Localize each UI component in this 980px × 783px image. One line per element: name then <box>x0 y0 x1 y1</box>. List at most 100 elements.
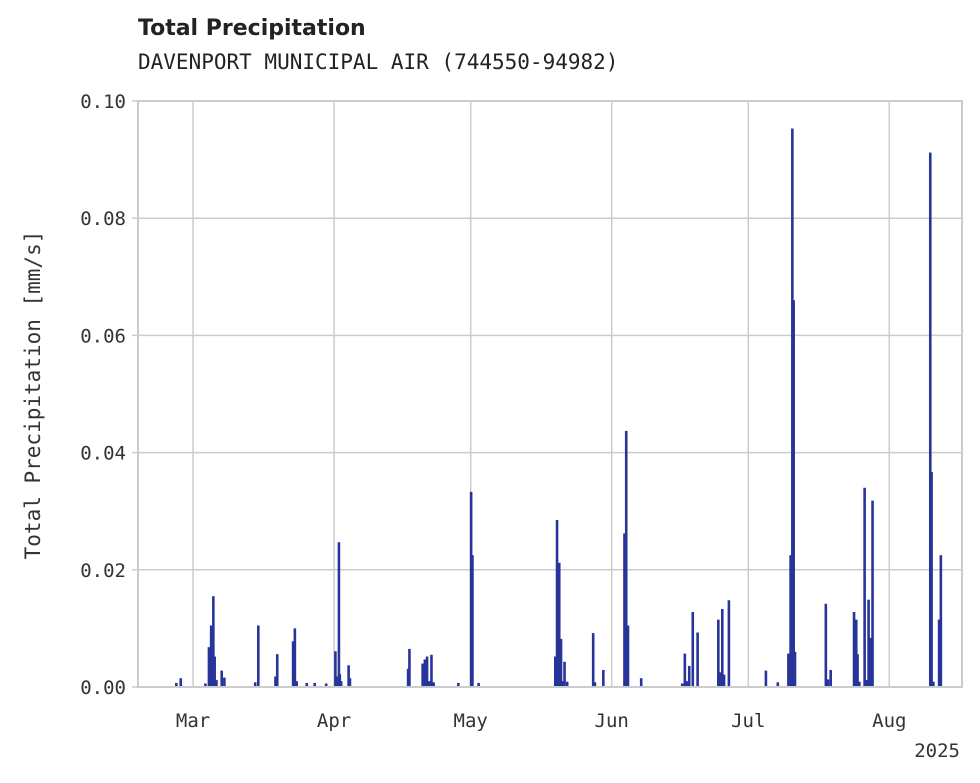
precip-bar <box>209 625 213 687</box>
precip-bar <box>867 599 870 687</box>
precip-bar <box>430 654 433 687</box>
precip-bar <box>717 619 720 687</box>
precip-bar <box>683 653 687 687</box>
precip-bar <box>718 672 722 687</box>
precip-bar <box>427 681 431 687</box>
precip-bar <box>204 683 207 687</box>
precip-bar <box>337 542 341 687</box>
x-tick-label: Apr <box>317 710 351 732</box>
precip-bar <box>347 665 350 687</box>
precip-bar <box>687 665 691 687</box>
x-tick-label: Jun <box>595 710 629 732</box>
precip-bar <box>928 152 932 687</box>
precip-bar <box>274 676 277 687</box>
precip-bar <box>553 656 557 687</box>
precip-bar <box>338 674 342 687</box>
year-label: 2025 <box>914 740 960 762</box>
y-tick-label: 0.10 <box>80 91 126 113</box>
precip-bar <box>858 681 861 687</box>
precip-bar <box>937 619 941 687</box>
precip-bar <box>305 682 309 687</box>
precip-bar <box>477 682 480 687</box>
plot-frame <box>137 100 963 688</box>
y-tick-label: 0.02 <box>80 560 126 582</box>
precip-bar <box>776 682 780 687</box>
precip-bar <box>469 491 473 687</box>
precip-bar <box>863 487 866 687</box>
precip-bar <box>871 500 874 687</box>
precip-bar <box>939 555 943 687</box>
precip-bar <box>602 670 605 687</box>
precip-bar <box>824 603 828 687</box>
precip-bar <box>313 682 316 687</box>
x-tick-label: May <box>454 710 488 732</box>
precip-bar <box>179 678 183 687</box>
precip-bar <box>207 647 211 687</box>
precip-bar <box>253 682 257 687</box>
precip-bar <box>557 562 561 687</box>
precip-bar <box>425 656 429 687</box>
precip-bar <box>792 300 795 687</box>
chart-title: Total Precipitation <box>138 16 366 41</box>
y-tick-label: 0.00 <box>80 677 126 699</box>
precip-bar <box>295 681 298 687</box>
precip-bar <box>854 619 858 687</box>
precip-bar <box>720 609 724 687</box>
precip-bar <box>865 679 868 687</box>
precip-bar <box>930 471 933 687</box>
precip-bar <box>639 678 643 687</box>
precip-bar <box>432 682 435 687</box>
precip-bar <box>691 611 695 687</box>
precip-bar <box>685 681 689 687</box>
precip-bar <box>408 648 411 687</box>
precip-bar <box>223 677 226 687</box>
precip-bar <box>764 670 768 687</box>
x-tick-label: Mar <box>176 710 210 732</box>
precip-bar <box>293 628 297 687</box>
precip-bar <box>291 641 295 687</box>
precip-bar <box>565 681 569 687</box>
axis-labels: 0.00 0.02 0.04 0.06 0.08 0.10 Mar Apr May Jun Jul A… <box>80 91 906 732</box>
precip-bar <box>852 611 856 687</box>
precip-bar <box>591 633 595 687</box>
y-axis-label: Total Precipitation [mm/s] <box>21 231 45 560</box>
y-tick-label: 0.06 <box>80 325 126 347</box>
bar-series <box>175 128 943 688</box>
precip-bar <box>334 651 337 687</box>
precip-bar <box>335 676 339 687</box>
precip-bar <box>829 670 832 687</box>
precip-bar <box>826 679 830 687</box>
precip-bar <box>421 663 424 687</box>
precip-bar <box>215 679 218 687</box>
x-tick-label: Aug <box>872 710 906 732</box>
precip-bar <box>220 670 224 687</box>
precip-bar <box>696 632 699 687</box>
precip-bar <box>256 625 260 687</box>
precip-bar <box>680 683 684 687</box>
grid <box>132 100 962 688</box>
precip-bar <box>348 678 352 687</box>
precip-bar <box>623 533 626 687</box>
precip-bar <box>324 683 328 687</box>
precip-bar <box>212 596 215 687</box>
chart-subtitle: DAVENPORT MUNICIPAL AIR (744550-94982) <box>138 50 619 74</box>
precip-bar <box>624 430 628 687</box>
precip-bar <box>722 674 726 687</box>
precip-bar <box>275 654 279 687</box>
precip-bar <box>175 682 178 687</box>
precip-bar <box>727 600 731 687</box>
precip-bar <box>932 681 935 687</box>
precip-bar <box>793 651 797 687</box>
precip-bar <box>555 519 559 687</box>
precip-bar <box>559 638 563 687</box>
precip-bar <box>213 656 216 687</box>
precip-bar <box>563 661 566 687</box>
precip-bar <box>869 637 872 687</box>
precip-bar <box>856 654 859 687</box>
precip-bar <box>791 128 794 688</box>
precip-bar <box>471 555 474 687</box>
precip-bar <box>406 668 410 687</box>
precip-bar <box>339 681 343 687</box>
precip-bar <box>561 681 564 687</box>
